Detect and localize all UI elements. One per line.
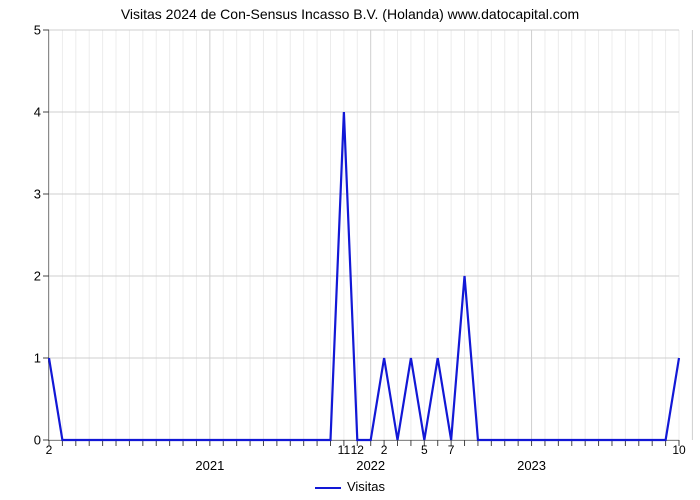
y-tick-label: 5 [34,23,49,38]
chart-container: Visitas 2024 de Con-Sensus Incasso B.V. … [0,0,700,500]
y-tick-label: 1 [34,351,49,366]
chart-svg [49,30,679,440]
x-data-label: 12 [351,440,364,457]
x-data-label: 5 [421,440,428,457]
legend-swatch [315,487,341,489]
x-major-label: 2023 [517,440,546,473]
x-data-label: 10 [672,440,685,457]
legend: Visitas [0,479,700,494]
y-tick-label: 4 [34,105,49,120]
x-data-label: 2 [46,440,53,457]
x-data-label: 11 [338,440,350,457]
x-data-label: 7 [448,440,455,457]
y-tick-label: 2 [34,269,49,284]
plot-area: 0123452021202220232111225710 [48,30,679,441]
x-data-label: 2 [381,440,388,457]
x-major-label: 2021 [195,440,224,473]
y-tick-label: 3 [34,187,49,202]
legend-label: Visitas [347,479,385,494]
chart-title: Visitas 2024 de Con-Sensus Incasso B.V. … [0,6,700,22]
